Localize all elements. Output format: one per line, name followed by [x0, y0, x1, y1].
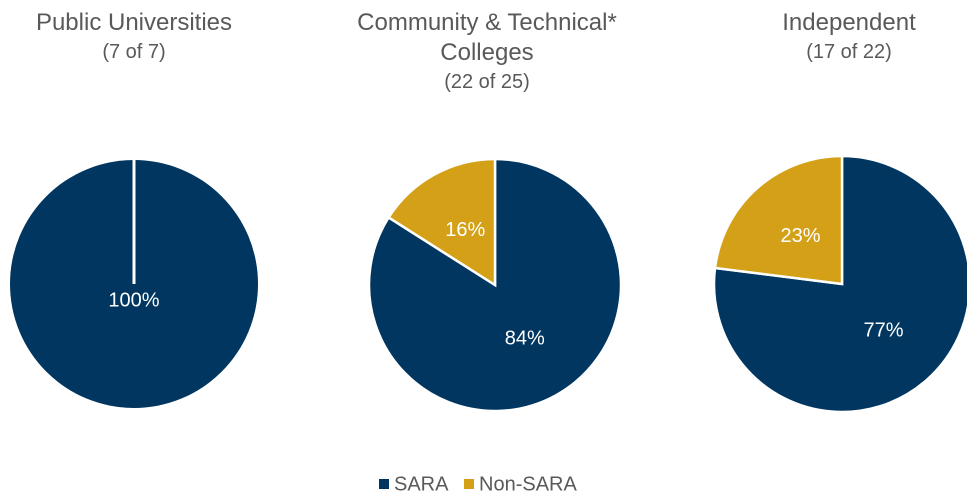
chart-title: Independent — [782, 9, 916, 36]
legend-label: SARA — [394, 473, 449, 495]
chart-subtitle: (17 of 22) — [806, 41, 892, 63]
data-label: 16% — [445, 219, 485, 241]
chart-title: Public Universities — [35, 9, 233, 36]
legend-swatch — [379, 479, 389, 489]
legend-label: Non-SARA — [479, 473, 577, 495]
data-label: 84% — [505, 327, 545, 349]
chart-heading: Independent (17 of 22) — [689, 8, 967, 66]
chart-heading: Community & Technical* Colleges (22 of 25… — [327, 8, 647, 96]
data-label: 77% — [863, 319, 903, 341]
chart-title: Community & Technical* Colleges — [357, 9, 617, 66]
pie-slice — [386, 157, 497, 288]
chart-subtitle: (7 of 7) — [102, 41, 166, 63]
legend-swatch — [464, 479, 474, 489]
chart-heading: Public Universities (7 of 7) — [0, 8, 294, 66]
data-label: 23% — [781, 225, 821, 247]
data-label: 100% — [108, 290, 159, 312]
pie-slice — [713, 154, 844, 286]
chart-subtitle: (22 of 25) — [444, 71, 530, 93]
